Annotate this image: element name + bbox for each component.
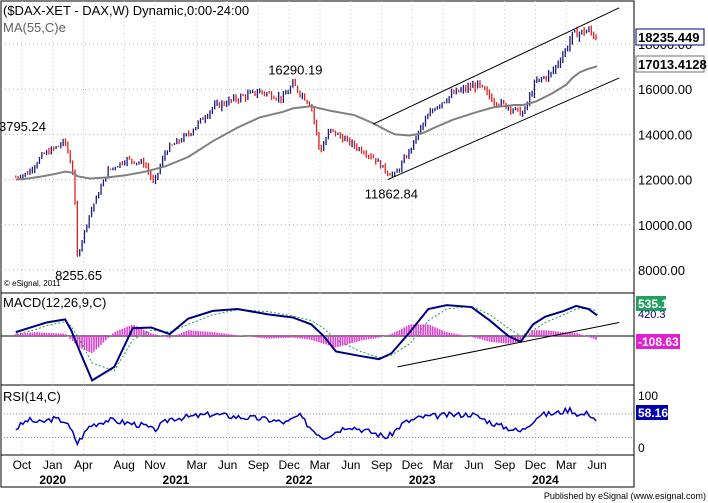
month-tick-label: Jun — [587, 458, 606, 472]
price-tick-label: 12000.00 — [638, 173, 692, 188]
channel-line-lower — [387, 77, 620, 181]
month-tick-label: Mar — [433, 458, 454, 472]
last-value-label: 17013.4128 — [638, 57, 707, 72]
macd-signal-label: 420.3 — [638, 309, 666, 321]
last-value-label: 18235.449 — [638, 30, 699, 45]
chart-title: ($DAX-XET - DAX,W) Dynamic,0:00-24:00 — [3, 3, 249, 18]
price-tick-label: 16000.00 — [638, 82, 692, 97]
ma-55-line — [15, 65, 598, 181]
month-tick-label: Jun — [464, 458, 483, 472]
macd-last-label: 535.13 — [638, 297, 675, 311]
month-tick-label: Dec — [525, 458, 546, 472]
macd-histogram — [14, 324, 597, 354]
macd-trendline — [397, 321, 620, 368]
year-tick-label: 2021 — [163, 473, 190, 487]
month-tick-label: Mar — [556, 458, 577, 472]
gridlines — [1, 1, 634, 455]
histogram-last-box — [636, 334, 680, 349]
price-tick-label: 10000.00 — [638, 218, 692, 233]
price-annotation: 8255.65 — [55, 268, 102, 283]
panel-frame-0 — [0, 0, 635, 294]
month-tick-label: Dec — [279, 458, 300, 472]
month-tick-label: Apr — [74, 458, 93, 472]
rsi-last-label: 58.16 — [638, 406, 668, 420]
rsi-tick-label: 0 — [638, 441, 645, 455]
macd-last-box — [636, 296, 666, 311]
histogram-last-label: -108.63 — [638, 335, 679, 349]
month-tick-label: Dec — [402, 458, 423, 472]
year-tick-label: 2023 — [409, 473, 436, 487]
month-tick-label: Aug — [113, 458, 134, 472]
panel-frames — [0, 0, 635, 488]
month-tick-label: Sep — [494, 458, 516, 472]
last-value-box — [635, 55, 705, 73]
year-tick-label: 2020 — [39, 473, 66, 487]
month-tick-label: Oct — [13, 458, 32, 472]
month-tick-label: Jun — [341, 458, 360, 472]
time-axis-frame — [0, 454, 635, 488]
rsi-panel-title: RSI(14,C) — [3, 389, 61, 404]
macd-signal-line — [15, 305, 598, 372]
rsi-last-box — [636, 405, 668, 420]
ma-indicator-label: MA(55,C)e — [3, 20, 66, 35]
axes: 18000.0016000.0014000.0012000.0010000.00… — [13, 28, 707, 487]
channel-line-upper — [372, 7, 620, 125]
year-tick-label: 2022 — [286, 473, 313, 487]
price-tick-label: 8000.00 — [638, 263, 685, 278]
rsi-tick-label: 100 — [638, 389, 658, 403]
price-annotation: 16290.19 — [268, 63, 322, 78]
price-annotation: 11862.84 — [365, 187, 418, 202]
month-tick-label: Sep — [248, 458, 270, 472]
macd-panel-title: MACD(12,26,9,C) — [3, 295, 106, 310]
macd-line — [15, 304, 598, 382]
panel-frame-2 — [0, 384, 635, 456]
price-tick-label: 14000.00 — [638, 127, 692, 142]
month-tick-label: Jun — [218, 458, 237, 472]
year-tick-label: 2024 — [532, 473, 559, 487]
month-tick-label: Mar — [186, 458, 207, 472]
month-tick-label: Nov — [144, 458, 165, 472]
month-tick-label: Mar — [310, 458, 331, 472]
publisher-footer: Published by eSignal (www.esignal.com) — [544, 491, 706, 501]
price-annotation: 13795.24 — [0, 119, 46, 134]
month-tick-label: Sep — [371, 458, 393, 472]
month-tick-label: Jan — [43, 458, 62, 472]
last-value-box — [635, 28, 705, 46]
rsi-panel — [1, 405, 634, 447]
price-panel: 13795.24 8255.65 16290.19 11862.84 — [0, 7, 620, 283]
esignal-watermark: © eSignal, 2011 — [4, 279, 61, 288]
rsi-line — [15, 405, 597, 447]
macd-panel — [1, 304, 634, 382]
